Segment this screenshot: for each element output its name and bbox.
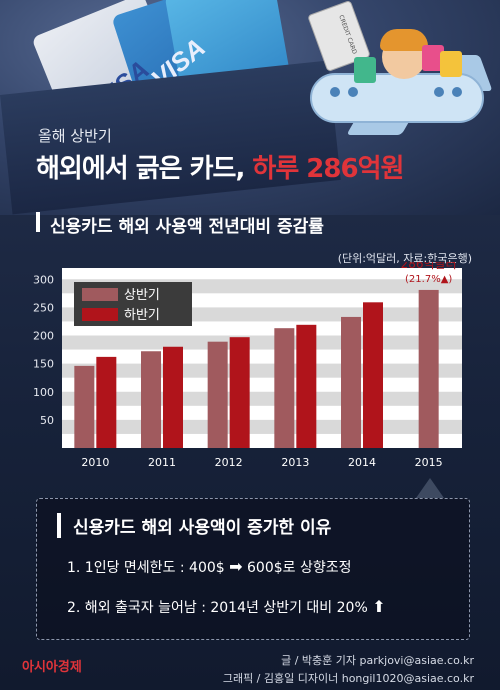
shopping-bag-icon [354,57,376,83]
x-tick-label: 2011 [148,456,176,469]
annotation-value: 286억달러 [401,262,457,271]
callout-pointer [416,478,444,498]
legend-label: 하반기 [124,308,160,323]
bar-h1 [207,341,228,448]
x-tick-label: 2012 [215,456,243,469]
shopping-bag-icon [440,51,462,77]
grid-band [62,363,462,378]
bar-h1 [74,365,95,448]
bar-chart: 50 100 150 200 250 300 2010 2011 2012 2013 2014 201… [33,262,462,469]
chart-title: 신용카드 해외 사용액 전년대비 증감률 [50,217,324,237]
y-tick-label: 300 [33,273,54,286]
bar-h1 [141,351,161,448]
bar-h1 [341,316,361,448]
y-tick-label: 100 [33,386,54,399]
page-subtitle: 올해 상반기 [38,127,112,145]
credit-reporter: 글 / 박충훈 기자 parkjovi@asiae.co.kr [281,654,474,667]
grid-band [62,419,462,434]
hero-photo: VISA VISA CREDIT CARD [0,0,500,215]
legend-label: 상반기 [124,288,160,303]
y-tick-label: 50 [40,414,54,427]
bar-h1 [274,328,295,448]
annotation-change: (21.7%▲) [405,274,452,285]
legend-swatch [82,288,118,301]
x-tick-label: 2010 [81,456,109,469]
credit-designer: 그래픽 / 김홍일 디자이너 hongil1020@asiae.co.kr [222,672,474,685]
section-marker [36,212,40,232]
grid-band [62,391,462,406]
bar-h2 [163,346,183,448]
y-tick-label: 250 [33,301,54,314]
airplane-illustration [310,29,493,135]
bar-h2 [296,324,317,448]
chart-unit-note: (단위:억달러, 자료:한국은행) [337,252,472,265]
reasons-box: 신용카드 해외 사용액이 증가한 이유 1. 1인당 면세한도 : 400$ ➡… [36,498,470,640]
y-tick-label: 200 [33,330,54,343]
reasons-title: 신용카드 해외 사용액이 증가한 이유 [57,513,331,538]
x-tick-label: 2015 [415,456,443,469]
bar-h2 [96,356,117,448]
bar-h1 [418,289,439,448]
shopping-bag-icon [422,45,444,71]
reason-item-1: 1. 1인당 면세한도 : 400$ ➡ 600$로 상향조정 [67,557,352,576]
publisher-logo: 아시아경제 [22,660,82,675]
arrow-up-icon: ⬆ [372,597,386,616]
reason-item-2: 2. 해외 출국자 늘어남 : 2014년 상반기 대비 20% ⬆ [67,597,386,616]
bar-h2 [363,302,383,448]
x-tick-label: 2014 [348,456,376,469]
grid-band [62,335,462,350]
page-title: 해외에서 긁은 카드, 하루 286억원 [36,154,404,184]
bar-h2 [229,337,250,448]
x-tick-label: 2013 [281,456,309,469]
legend-swatch [82,308,118,321]
y-tick-label: 150 [33,358,54,371]
arrow-right-icon: ➡ [229,557,243,576]
